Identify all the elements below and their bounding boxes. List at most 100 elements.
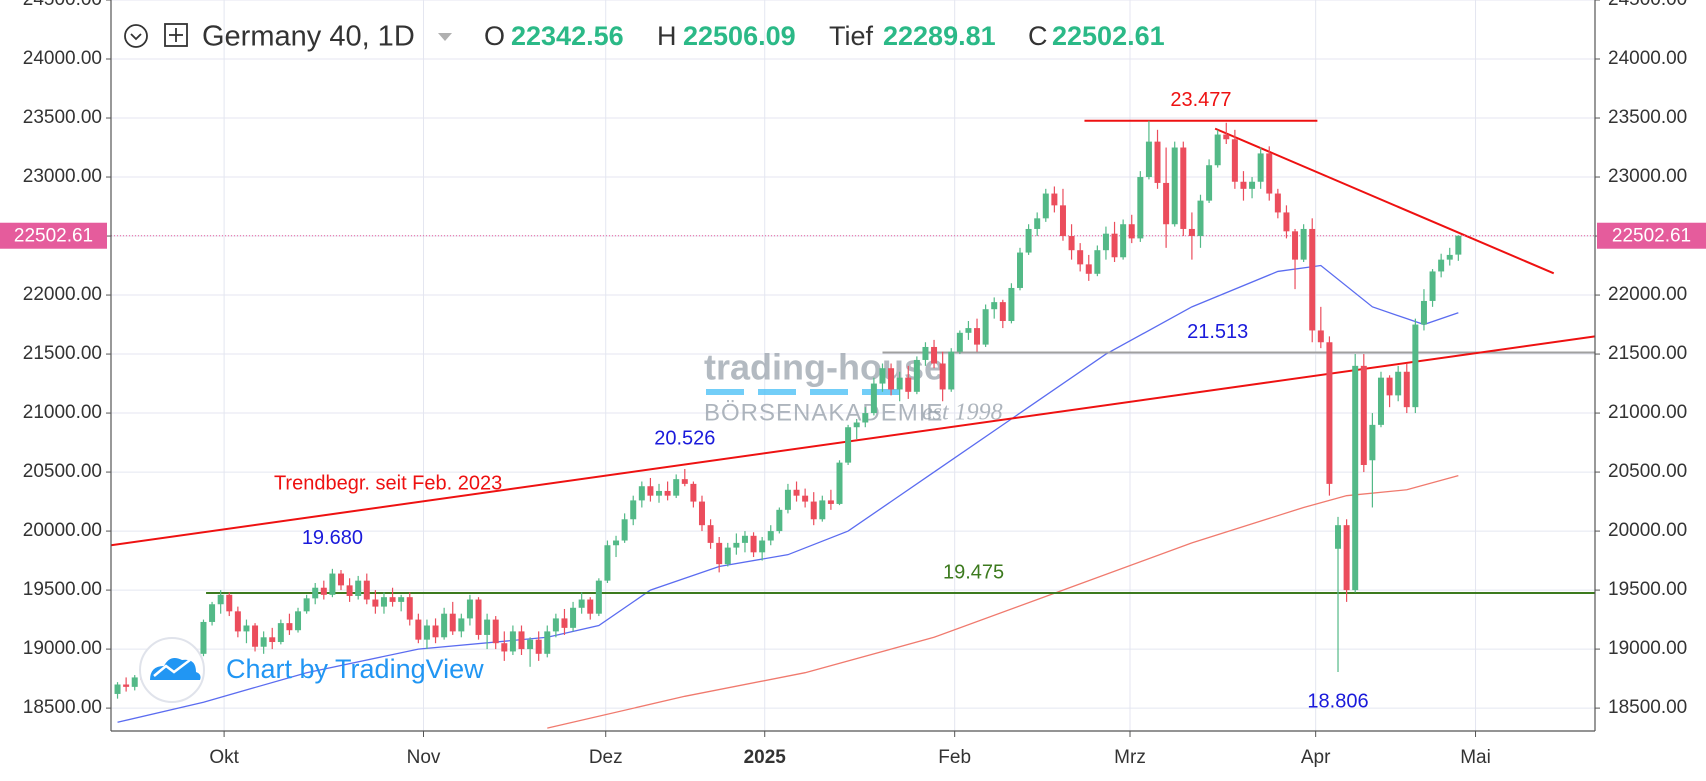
candle-body — [501, 643, 508, 652]
candle-body — [552, 618, 559, 632]
candle-body — [948, 351, 955, 390]
candle-body — [1326, 342, 1333, 484]
y2-tick-label: 24500.00 — [1608, 0, 1687, 10]
candle-body — [200, 621, 207, 654]
candle-body — [638, 486, 645, 501]
x-tick-label: Okt — [209, 747, 239, 768]
candle-body — [570, 607, 577, 628]
candle-body — [664, 490, 671, 496]
credit-text[interactable]: Chart by TradingView — [226, 654, 484, 684]
y2-tick-label: 24000.00 — [1608, 48, 1687, 69]
candle-body — [423, 625, 430, 640]
candle-body — [974, 328, 981, 345]
collapse-icon[interactable] — [124, 24, 148, 48]
candle-body — [1395, 371, 1402, 396]
candle-body — [776, 509, 783, 532]
candle-body — [1154, 141, 1161, 183]
y-tick-label: 18500.00 — [23, 697, 102, 718]
y-tick-label: 24500.00 — [23, 0, 102, 10]
point-label: 19.680 — [302, 527, 363, 549]
point-label: 18.806 — [1307, 690, 1368, 712]
candle-body — [1206, 165, 1213, 201]
candle-body — [759, 540, 766, 553]
moving-average-line — [547, 474, 1459, 729]
candle-body — [793, 489, 800, 496]
candle-body — [578, 599, 585, 608]
candle-body — [312, 587, 319, 599]
credit-cloud — [150, 658, 201, 680]
candle-body — [209, 604, 216, 622]
candle-body — [329, 573, 336, 595]
candle-body — [269, 637, 276, 643]
candle-body — [518, 631, 525, 650]
y2-tick-label: 20500.00 — [1608, 461, 1687, 482]
candle-body — [862, 413, 869, 423]
candle-body — [870, 383, 877, 414]
trend-label: Trendbegr. seit Feb. 2023 — [274, 473, 502, 495]
candle-body — [544, 631, 551, 654]
candle-body — [217, 594, 224, 605]
candle-body — [492, 619, 499, 644]
candle-body — [656, 490, 663, 496]
candle-body — [338, 573, 345, 586]
candle-body — [1025, 228, 1032, 253]
candle-body — [1102, 233, 1109, 251]
candle-body — [767, 531, 774, 541]
candle-body — [303, 598, 310, 612]
y-tick-label: 20000.00 — [23, 520, 102, 541]
candle-body — [836, 462, 843, 504]
candle-body — [1386, 377, 1393, 396]
x-tick-label: Nov — [407, 747, 441, 768]
candle-body — [1446, 254, 1453, 260]
x-tick-label: Mrz — [1114, 747, 1146, 768]
price-tag — [1597, 222, 1706, 249]
candle-body — [1420, 300, 1427, 325]
candle-body — [956, 332, 963, 352]
y2-tick-label: 19000.00 — [1608, 638, 1687, 659]
watermark: trading-house BÖRSENAKADEMIE est 1998 — [704, 347, 1003, 427]
candle-body — [896, 377, 903, 390]
compare-icon[interactable] — [164, 23, 188, 47]
candle-body — [226, 594, 233, 612]
credit: Chart by TradingView — [139, 637, 484, 703]
y2-tick-label: 22000.00 — [1608, 284, 1687, 305]
x-tick-label: Feb — [938, 747, 971, 768]
candle-body — [1360, 365, 1367, 465]
candle-body — [733, 542, 740, 548]
candle-body — [475, 599, 482, 635]
x-tick-label: Apr — [1301, 747, 1331, 768]
candle-body — [1300, 228, 1307, 260]
close-label: C — [1028, 21, 1048, 51]
symbol-title[interactable]: Germany 40, 1D — [202, 21, 415, 53]
y-tick-label: 19500.00 — [23, 579, 102, 600]
candle-body — [484, 619, 491, 635]
close-value: 22502.61 — [1052, 21, 1165, 51]
level-label: 23.477 — [1170, 89, 1231, 111]
candle-body — [690, 483, 697, 502]
y2-tick-label: 18500.00 — [1608, 697, 1687, 718]
candle-body — [398, 597, 405, 602]
y-tick-label: 20500.00 — [23, 461, 102, 482]
candle-body — [613, 540, 620, 546]
high-label: H — [657, 21, 677, 51]
plot: 23.477 21.513 19.475 Trendbegr. seit Feb. 2… — [110, 89, 1596, 729]
y2-tick-label: 21000.00 — [1608, 402, 1687, 423]
candle-body — [982, 309, 989, 345]
symbol-dropdown[interactable] — [438, 33, 452, 41]
candle-body — [1412, 324, 1419, 408]
price-tag-label: 22502.61 — [1612, 226, 1691, 247]
candle-body — [466, 599, 473, 619]
candle-body — [1343, 525, 1350, 591]
candle-body — [819, 500, 826, 520]
trend-line — [110, 335, 1596, 547]
candle-body — [1377, 377, 1384, 425]
candle-body — [252, 625, 259, 647]
candle-body — [1008, 287, 1015, 322]
low-value: 22289.81 — [883, 21, 996, 51]
candle-body — [458, 618, 465, 632]
candle-body — [1455, 235, 1462, 255]
candle-body — [1068, 236, 1075, 251]
candle-body — [1223, 134, 1230, 140]
